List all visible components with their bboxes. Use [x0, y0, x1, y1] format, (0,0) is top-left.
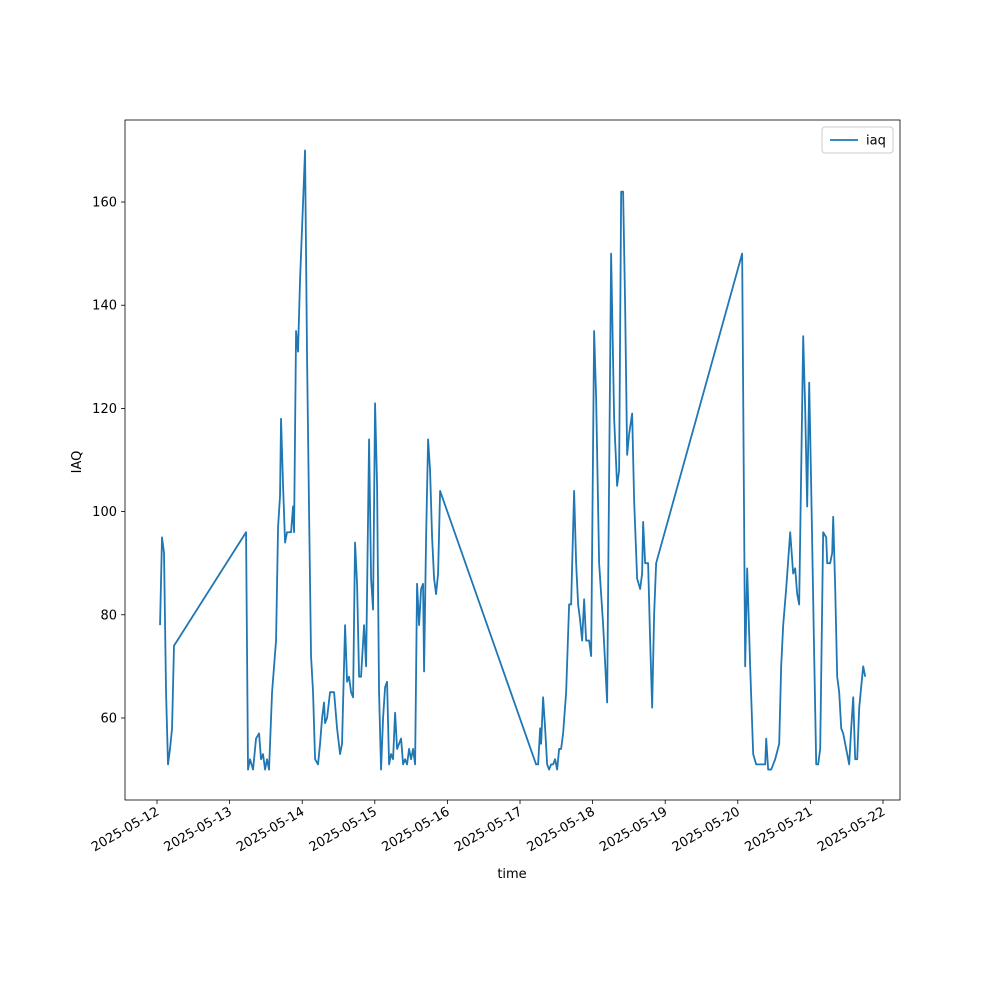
y-tick-label: 60 [100, 711, 117, 726]
data-line [159, 149, 867, 771]
y-axis-label: IAQ [70, 451, 85, 474]
y-tick-label: 120 [92, 402, 117, 417]
legend-label: iaq [866, 134, 886, 149]
y-tick-label: 140 [92, 299, 117, 314]
y-tick-label: 80 [100, 608, 117, 623]
y-tick-label: 160 [92, 196, 117, 211]
x-axis-label: time [497, 867, 526, 882]
y-tick-label: 100 [92, 505, 117, 520]
axes-frame [124, 119, 901, 801]
